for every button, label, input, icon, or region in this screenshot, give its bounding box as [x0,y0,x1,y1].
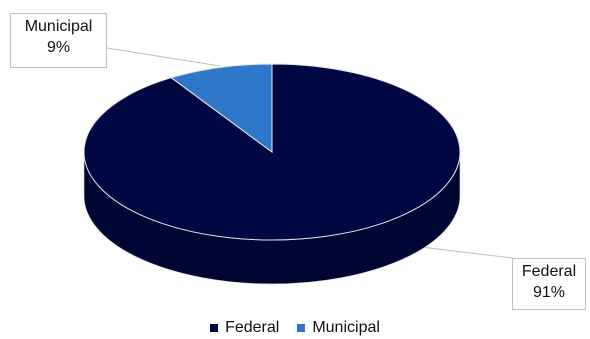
legend-item-federal: Federal [210,319,279,337]
legend-swatch-municipal [297,324,306,332]
legend-label-federal: Federal [225,319,280,336]
data-label-municipal-value: 9% [46,39,71,56]
data-label-municipal-name: Municipal [24,18,93,35]
data-label-federal-value: 91% [532,284,566,301]
data-label-federal: Federal 91% [512,258,586,310]
legend-label-municipal: Municipal [312,319,380,336]
legend-item-municipal: Municipal [297,319,380,337]
data-label-municipal: Municipal 9% [10,13,107,68]
pie-slice-municipal [170,63,273,153]
legend-swatch-federal [210,324,219,332]
leader-line-municipal [106,47,221,67]
legend: Federal Municipal [0,317,590,339]
data-label-federal-name: Federal [521,263,577,280]
